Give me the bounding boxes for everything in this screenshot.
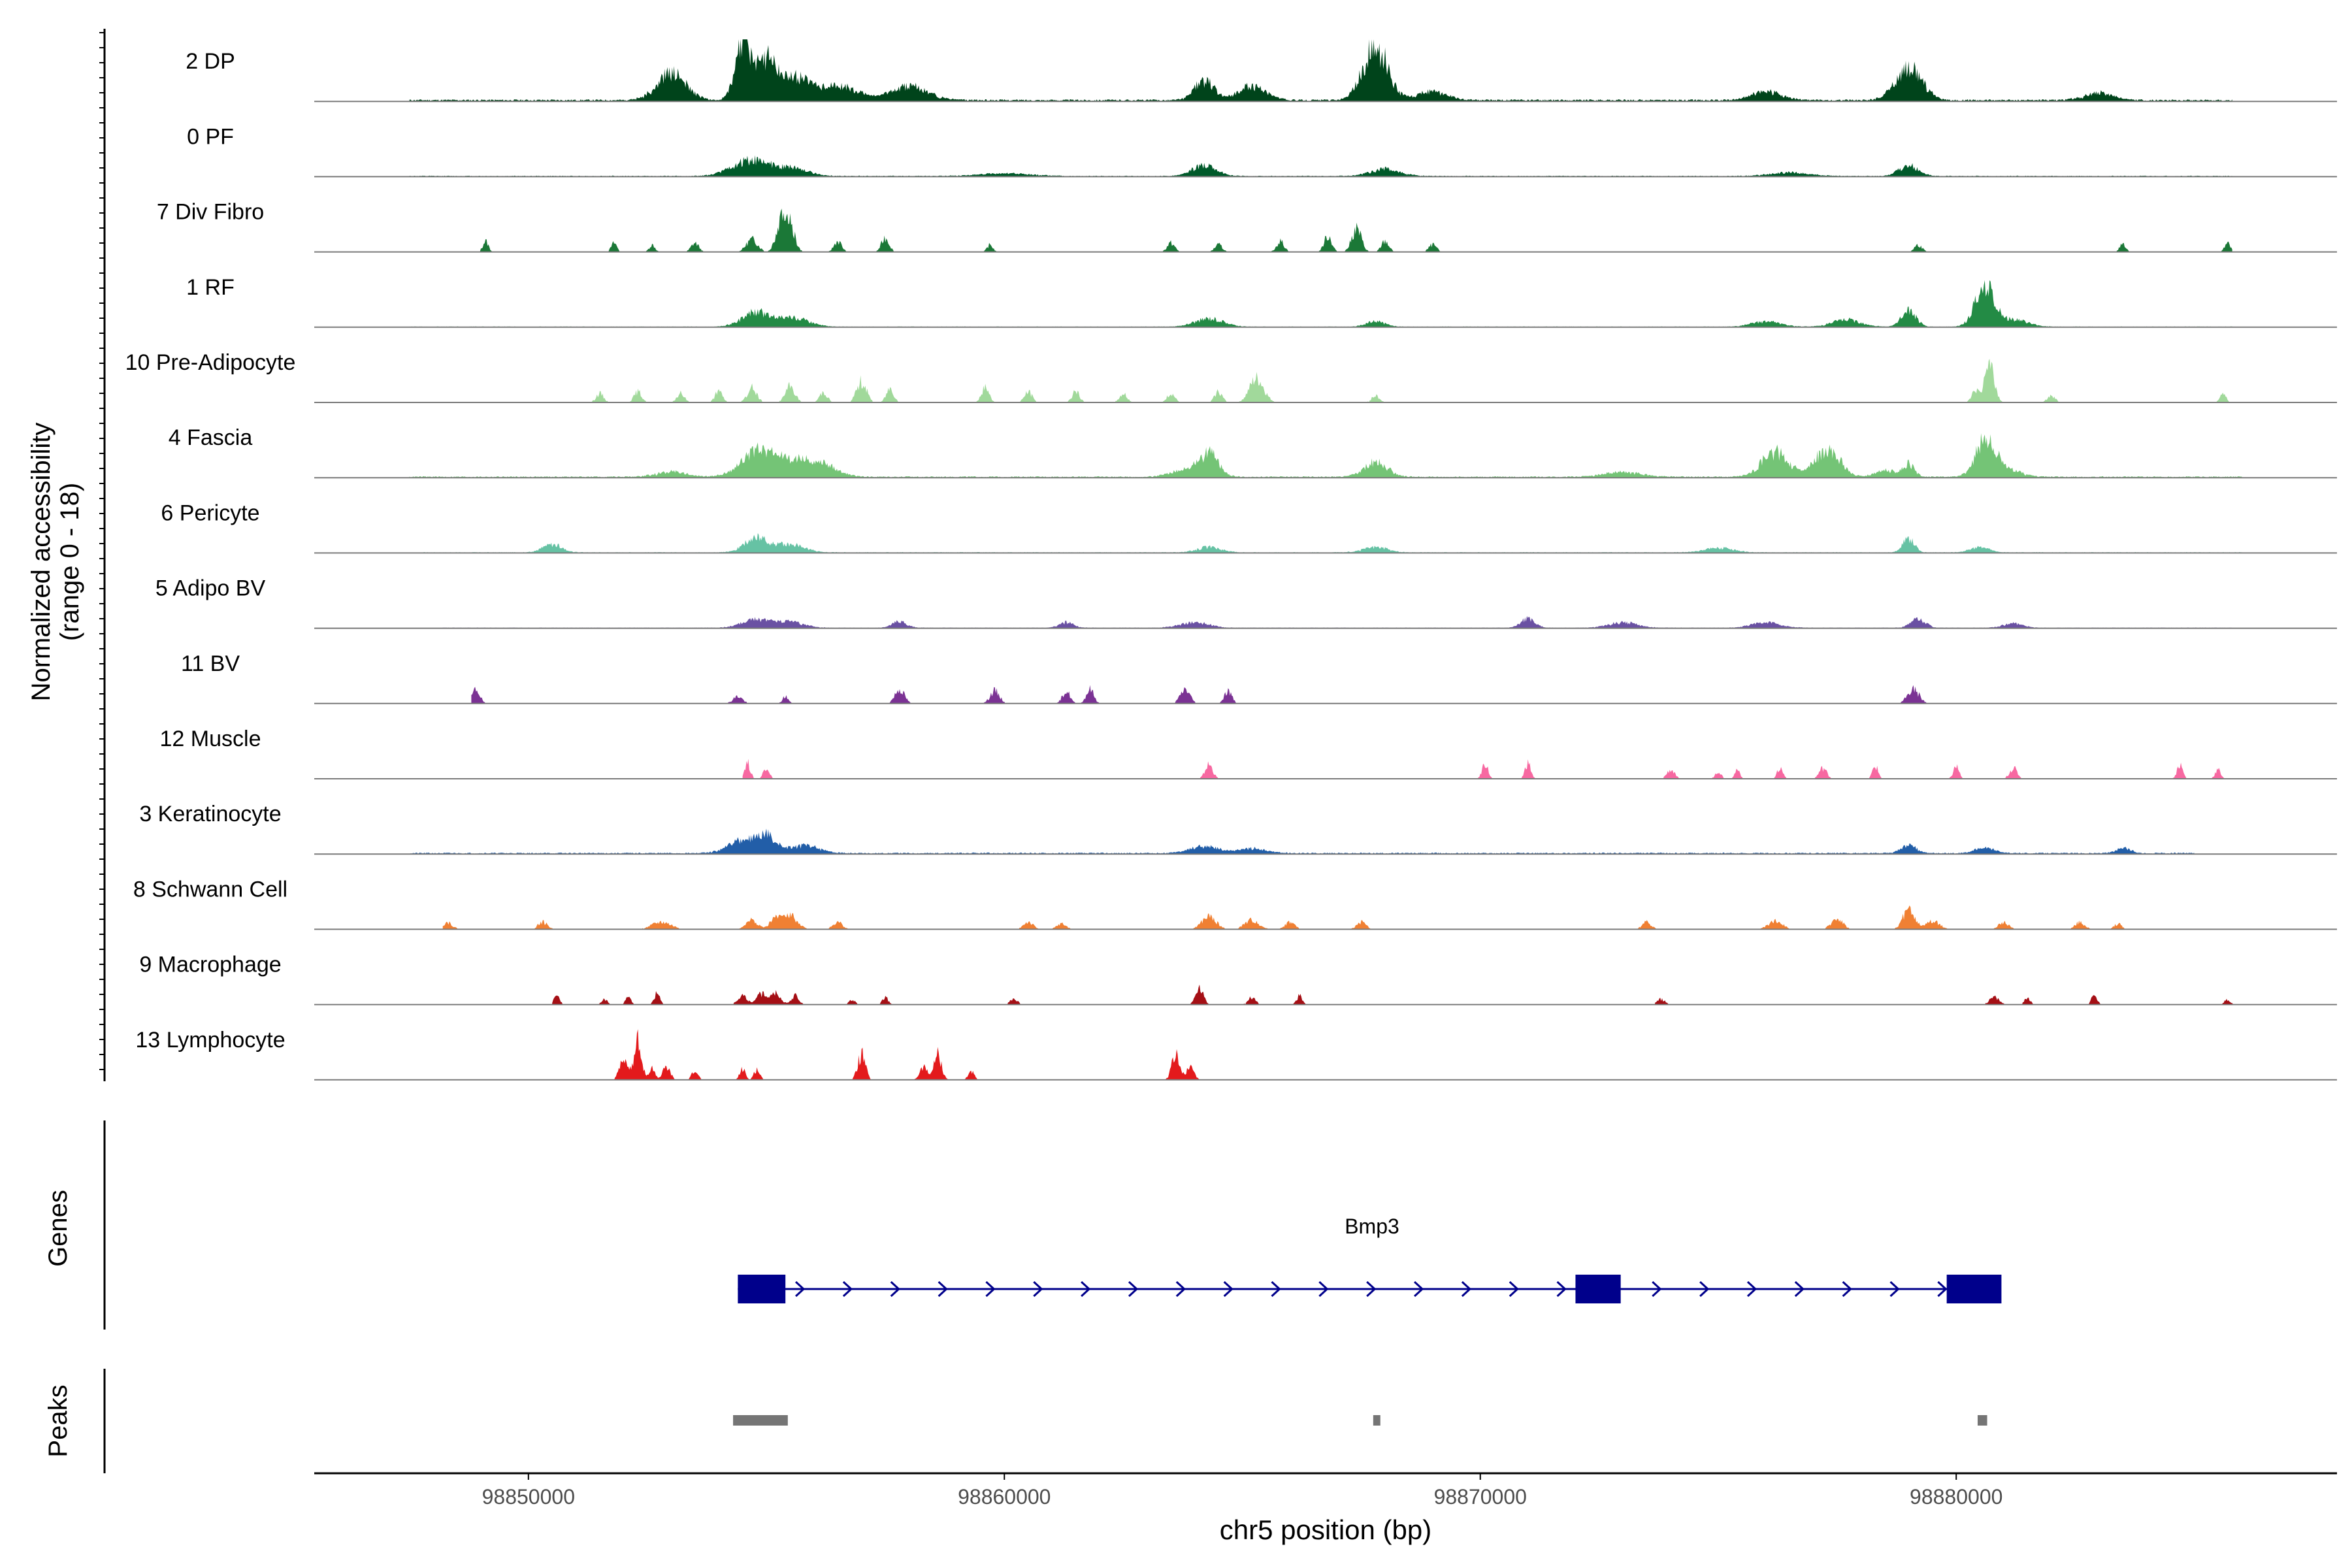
track-signal: [471, 685, 1957, 704]
track-label: 10 Pre-Adipocyte: [125, 350, 296, 375]
peak-region: [1373, 1415, 1380, 1426]
track-signal: [442, 905, 2128, 930]
strand-arrow-icon: [1652, 1281, 1662, 1298]
strand-arrow-icon: [1556, 1281, 1567, 1298]
track-label: 9 Macrophage: [139, 953, 281, 977]
track-label: 5 Adipo BV: [155, 576, 266, 601]
strand-arrow-icon: [1842, 1281, 1852, 1298]
track-12-muscle: 12 Muscle: [160, 727, 2337, 779]
track-8-schwann-cell: 8 Schwann Cell: [133, 877, 2337, 930]
strand-arrow-icon: [1414, 1281, 1424, 1298]
strand-arrow-icon: [1128, 1281, 1139, 1298]
track-5-adipo-bv: 5 Adipo BV: [155, 576, 2337, 629]
track-4-fascia: 4 Fascia: [169, 425, 2337, 479]
track-signal: [442, 615, 2232, 629]
x-tick-label: 98870000: [1434, 1485, 1527, 1509]
track-signal: [590, 359, 2232, 402]
peaks-panel-label: Peaks: [44, 1384, 73, 1457]
track-label: 6 Pericyte: [161, 500, 259, 525]
strand-arrow-icon: [1794, 1281, 1805, 1298]
strand-arrow-icon: [1271, 1281, 1281, 1298]
strand-arrow-icon: [1318, 1281, 1329, 1298]
track-label: 3 Keratinocyte: [139, 802, 281, 826]
strand-arrow-icon: [842, 1281, 853, 1298]
track-0-pf: 0 PF: [187, 124, 2337, 178]
gene-model: [738, 1275, 2002, 1303]
gene-exon: [1575, 1275, 1621, 1303]
track-signal: [409, 280, 2232, 327]
track-label: 2 DP: [186, 49, 235, 74]
strand-arrow-icon: [1509, 1281, 1519, 1298]
track-label: 0 PF: [187, 124, 234, 149]
gene-name-label: Bmp3: [1345, 1215, 1399, 1238]
strand-arrow-icon: [1366, 1281, 1377, 1298]
x-tick-label: 98850000: [482, 1485, 575, 1509]
peak-region: [1978, 1415, 1987, 1426]
track-13-lymphocyte: 13 Lymphocyte: [135, 1028, 2337, 1081]
strand-arrow-icon: [1223, 1281, 1233, 1298]
track-3-keratinocyte: 3 Keratinocyte: [139, 802, 2337, 855]
track-label: 13 Lymphocyte: [135, 1028, 285, 1053]
genes-panel-label: Genes: [44, 1190, 73, 1267]
track-1-rf: 1 RF: [186, 275, 2337, 328]
x-axis-title: chr5 position (bp): [1220, 1514, 1432, 1545]
track-2-dp: 2 DP: [186, 39, 2337, 103]
strand-arrow-icon: [1937, 1281, 1948, 1298]
track-label: 7 Div Fibro: [157, 200, 264, 225]
track-6-pericyte: 6 Pericyte: [161, 500, 2337, 554]
y-axis-title-line2: (range 0 - 18): [56, 483, 84, 641]
gene-exon: [738, 1275, 786, 1303]
strand-arrow-icon: [1033, 1281, 1043, 1298]
y-axis-title-line1: Normalized accessibility: [27, 423, 56, 702]
accessibility-tracks: 2 DP 0 PF 7 Div Fibro 1 RF 10 Pre-Adipocyte 4…: [125, 39, 2337, 1081]
x-tick-label: 98860000: [958, 1485, 1051, 1509]
strand-arrow-icon: [985, 1281, 996, 1298]
track-signal: [409, 433, 2242, 478]
strand-arrow-icon: [1746, 1281, 1757, 1298]
track-signal: [471, 208, 2232, 252]
track-signal: [409, 155, 2232, 177]
track-label: 11 BV: [181, 651, 240, 676]
track-signal: [742, 759, 2242, 779]
track-label: 1 RF: [186, 275, 235, 300]
strand-arrow-icon: [890, 1281, 900, 1298]
track-signal: [409, 828, 2195, 855]
track-signal: [552, 985, 2242, 1005]
strand-arrow-icon: [938, 1281, 948, 1298]
strand-arrow-icon: [795, 1281, 806, 1298]
strand-arrow-icon: [1461, 1281, 1472, 1298]
track-9-macrophage: 9 Macrophage: [139, 953, 2337, 1005]
track-signal: [423, 532, 2242, 553]
track-11-bv: 11 BV: [181, 651, 2337, 704]
track-label: 4 Fascia: [169, 425, 253, 450]
track-signal: [409, 39, 2232, 102]
track-label: 8 Schwann Cell: [133, 877, 287, 902]
x-tick-label: 98880000: [1910, 1485, 2002, 1509]
track-signal: [613, 1029, 1205, 1080]
strand-arrow-icon: [1889, 1281, 1900, 1298]
strand-arrow-icon: [1699, 1281, 1710, 1298]
track-10-pre-adipocyte: 10 Pre-Adipocyte: [125, 350, 2337, 403]
axes: 98850000 98860000 98870000 98880000: [99, 29, 2337, 1509]
track-label: 12 Muscle: [160, 727, 261, 751]
strand-arrow-icon: [1175, 1281, 1186, 1298]
peak-region: [733, 1415, 788, 1426]
track-7-div-fibro: 7 Div Fibro: [157, 200, 2337, 253]
strand-arrow-icon: [1081, 1281, 1091, 1298]
gene-exon: [1946, 1275, 2002, 1303]
